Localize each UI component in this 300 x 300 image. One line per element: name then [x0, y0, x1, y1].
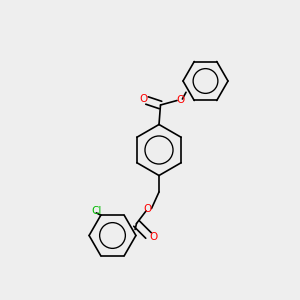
- Text: O: O: [139, 94, 147, 104]
- Text: O: O: [176, 94, 185, 105]
- Text: O: O: [149, 232, 158, 242]
- Text: Cl: Cl: [91, 206, 101, 216]
- Text: O: O: [143, 204, 152, 214]
